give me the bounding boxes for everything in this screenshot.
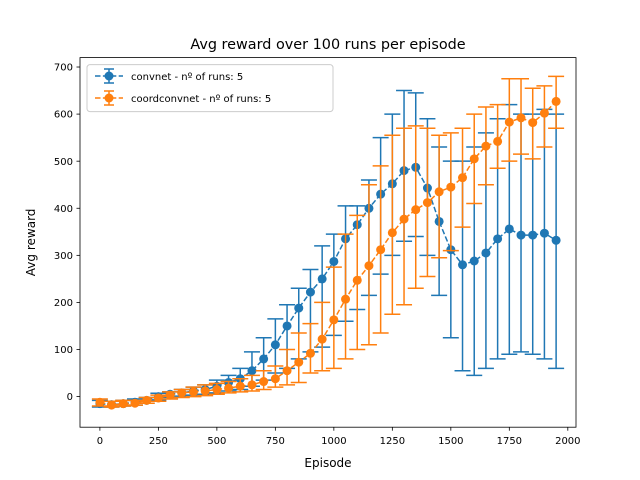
data-point (341, 294, 351, 304)
axis-ticks: 0 250 500 750 1000 1250 1500 1750 2000 0 100 200 300… (54, 63, 581, 448)
data-point (422, 198, 432, 208)
x-tick-label: 750 (266, 436, 285, 447)
data-point (399, 214, 409, 224)
y-tick-label: 300 (54, 251, 73, 262)
data-point (516, 113, 526, 123)
data-point (270, 340, 280, 350)
data-point (352, 275, 362, 285)
plot-area (91, 75, 565, 410)
data-point (551, 96, 561, 106)
data-point (107, 400, 117, 410)
data-point (247, 380, 257, 390)
data-point (469, 154, 479, 164)
data-point (387, 228, 397, 238)
x-tick-label: 1250 (380, 436, 405, 447)
data-point (364, 261, 374, 271)
data-point (516, 230, 526, 240)
data-point (376, 245, 386, 255)
y-tick-label: 500 (54, 157, 73, 168)
legend: convnet - nº of runs: 5 coordconvnet - nº… (86, 64, 334, 113)
data-point (434, 187, 444, 197)
legend-entry-2: coordconvnet - nº of runs: 5 (95, 90, 271, 106)
y-tick-label: 0 (67, 392, 73, 403)
data-point (118, 399, 128, 409)
data-point (247, 366, 257, 376)
x-tick-label: 1000 (321, 436, 346, 447)
y-tick-label: 400 (54, 204, 73, 215)
data-point (153, 393, 163, 403)
data-point (282, 321, 292, 331)
x-tick-label: 2000 (555, 436, 580, 447)
x-tick-label: 500 (207, 436, 226, 447)
data-point (165, 390, 175, 400)
series-2 (91, 75, 565, 410)
y-tick-label: 700 (54, 63, 73, 74)
data-point (294, 357, 304, 367)
data-point (130, 398, 140, 408)
legend-label: convnet - nº of runs: 5 (131, 72, 243, 83)
data-point (504, 224, 514, 234)
legend-marker (104, 71, 114, 81)
legend-marker (104, 93, 114, 103)
data-point (294, 303, 304, 313)
data-point (305, 348, 315, 358)
x-tick-label: 0 (97, 436, 103, 447)
data-point (539, 108, 549, 118)
data-point (504, 117, 514, 127)
data-point (481, 141, 491, 151)
x-tick-label: 1500 (438, 436, 463, 447)
data-point (329, 315, 339, 325)
data-point (317, 334, 327, 344)
data-point (212, 385, 222, 395)
data-point (282, 366, 292, 376)
data-point (305, 287, 315, 297)
data-point (458, 260, 468, 270)
data-point (224, 383, 234, 393)
data-point (188, 387, 198, 397)
data-point (458, 173, 468, 183)
y-axis-label: Avg reward (24, 209, 38, 277)
data-point (142, 395, 152, 405)
x-tick-label: 1750 (497, 436, 522, 447)
x-tick-label: 250 (149, 436, 168, 447)
data-point (481, 248, 491, 258)
data-point (177, 388, 187, 398)
x-axis-label: Episode (304, 456, 351, 470)
data-point (317, 274, 327, 284)
data-point (539, 228, 549, 238)
data-point (446, 182, 456, 192)
data-point (235, 381, 245, 391)
y-tick-label: 600 (54, 110, 73, 121)
axes-frame (79, 57, 577, 428)
data-point (329, 256, 339, 266)
legend-box (86, 64, 334, 113)
data-point (528, 118, 538, 128)
chart-title: Avg reward over 100 runs per episode (190, 37, 465, 53)
series-line (99, 166, 557, 406)
data-point (259, 354, 269, 364)
data-point (493, 234, 503, 244)
y-tick-label: 100 (54, 345, 73, 356)
y-tick-label: 200 (54, 298, 73, 309)
data-point (528, 230, 538, 240)
data-point (493, 136, 503, 146)
data-point (411, 205, 421, 215)
legend-label: coordconvnet - nº of runs: 5 (131, 94, 271, 105)
data-point (95, 397, 105, 407)
data-point (270, 374, 280, 384)
data-point (200, 386, 210, 396)
data-point (551, 235, 561, 245)
legend-entry-1: convnet - nº of runs: 5 (95, 68, 243, 84)
data-point (469, 256, 479, 266)
data-point (259, 377, 269, 387)
